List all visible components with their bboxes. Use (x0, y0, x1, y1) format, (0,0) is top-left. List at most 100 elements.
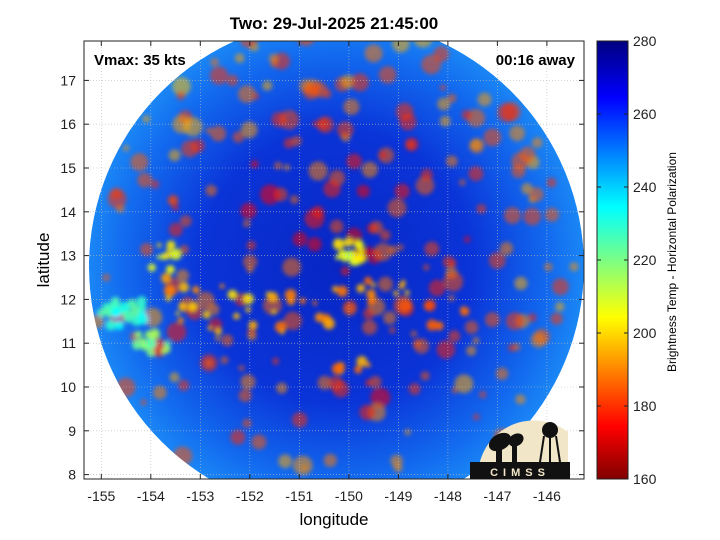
swath-cell (210, 58, 219, 67)
microwave-swath (88, 41, 584, 479)
x-tick-label: -146 (533, 488, 561, 504)
swath-cell (448, 294, 455, 302)
swath-cell (246, 240, 256, 251)
swath-cell (383, 311, 397, 325)
swath-cell (317, 375, 332, 390)
swath-cell (454, 374, 474, 394)
swath-cell (343, 98, 360, 115)
swath-cell (393, 295, 413, 315)
rain-cell (178, 302, 187, 311)
swath-cell (443, 271, 464, 292)
swath-cell (378, 66, 397, 84)
y-tick-label: 9 (68, 423, 76, 439)
swath-cell (180, 215, 192, 227)
rain-cell (134, 330, 143, 339)
x-tick-label: -152 (236, 488, 264, 504)
swath-cell (251, 434, 267, 450)
swath-cell (405, 137, 419, 152)
swath-cell (260, 184, 280, 205)
rain-cell (404, 290, 410, 296)
y-tick-label: 11 (61, 335, 76, 351)
colorbar-tick-label: 160 (633, 471, 657, 487)
rain-cell (102, 302, 110, 310)
swath-cell (511, 152, 529, 170)
swath-cell (373, 243, 392, 261)
rain-cell (333, 238, 345, 251)
rain-cell (160, 253, 168, 260)
swath-cell (437, 97, 451, 111)
rain-cell (426, 319, 438, 331)
rain-cell (331, 363, 344, 375)
time-away-label: 00:16 away (495, 52, 575, 69)
swath-cell (130, 153, 149, 172)
swath-cell (346, 153, 363, 170)
swath-cell (232, 131, 244, 143)
swath-cell (263, 295, 282, 315)
swath-cell (410, 330, 418, 338)
swath-cell (238, 365, 245, 372)
swath-cell (282, 257, 302, 277)
swath-cell (181, 140, 199, 158)
swath-cell (359, 404, 376, 421)
swath-cell (290, 195, 299, 204)
swath-cell (370, 220, 384, 234)
swath-cell (234, 53, 245, 63)
rain-cell (364, 276, 373, 286)
swath-cell (210, 125, 227, 142)
rain-cell (242, 293, 254, 305)
swath-cell (167, 194, 179, 206)
swath-cell (395, 103, 414, 121)
swath-cell (200, 354, 218, 372)
swath-cell (323, 453, 337, 467)
swath-cell (274, 161, 283, 170)
swath-cell (413, 41, 433, 48)
rain-cell (336, 285, 348, 297)
swath-cell (439, 84, 446, 91)
y-tick-label: 10 (60, 379, 76, 395)
rain-cell (274, 321, 287, 333)
swath-cell (107, 189, 127, 209)
rain-cell (166, 240, 176, 250)
colorbar-tick-label: 220 (633, 252, 657, 268)
rain-cell (366, 289, 376, 299)
swath-cell (363, 308, 375, 320)
swath-cell (238, 85, 256, 104)
x-tick-label: -151 (285, 488, 313, 504)
swath-cell (464, 320, 479, 334)
swath-cell (214, 335, 221, 342)
swath-cell (527, 313, 537, 323)
swath-cell (308, 161, 328, 181)
swath-cell (390, 454, 403, 467)
x-tick-label: -147 (483, 488, 511, 504)
colorbar-tick-label: 240 (633, 179, 657, 195)
swath-cell (459, 179, 466, 186)
swath-cell (468, 166, 484, 182)
swath-cell (137, 172, 153, 188)
swath-cell (140, 399, 147, 406)
swath-cell (172, 77, 191, 96)
swath-cell (546, 177, 557, 188)
y-tick-label: 13 (60, 248, 76, 264)
swath-cell (451, 387, 458, 394)
vmax-label: Vmax: 35 kts (94, 52, 186, 69)
swath-cell (307, 237, 322, 252)
rain-cell (175, 311, 180, 316)
swath-cell (485, 312, 500, 328)
swath-cell (243, 219, 251, 228)
rain-cell (207, 326, 212, 331)
rain-cell (170, 248, 182, 260)
swath-cell (179, 244, 189, 255)
rain-cell (280, 329, 285, 335)
swath-cell (168, 149, 181, 162)
x-tick-label: -154 (137, 488, 165, 504)
rain-cell (367, 297, 375, 306)
rain-cell (265, 291, 272, 298)
swath-cell (508, 343, 516, 352)
swath-cell (272, 357, 280, 365)
swath-cell (176, 269, 190, 283)
swath-cell (292, 231, 308, 247)
rain-cell (227, 289, 238, 300)
y-tick-label: 8 (68, 467, 76, 483)
rain-cell (166, 247, 171, 253)
